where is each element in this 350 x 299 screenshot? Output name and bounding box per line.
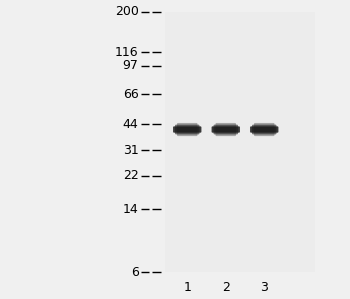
Text: 116: 116 — [115, 46, 139, 59]
Text: 14: 14 — [123, 203, 139, 216]
Text: 31: 31 — [123, 144, 139, 157]
Text: 6: 6 — [131, 266, 139, 279]
Text: 200: 200 — [115, 5, 139, 19]
Text: 3: 3 — [260, 280, 268, 294]
Text: 66: 66 — [123, 88, 139, 101]
Text: 22: 22 — [123, 169, 139, 182]
Text: 2: 2 — [222, 280, 230, 294]
Text: 44: 44 — [123, 118, 139, 131]
Text: 97: 97 — [123, 59, 139, 72]
Text: 1: 1 — [183, 280, 191, 294]
